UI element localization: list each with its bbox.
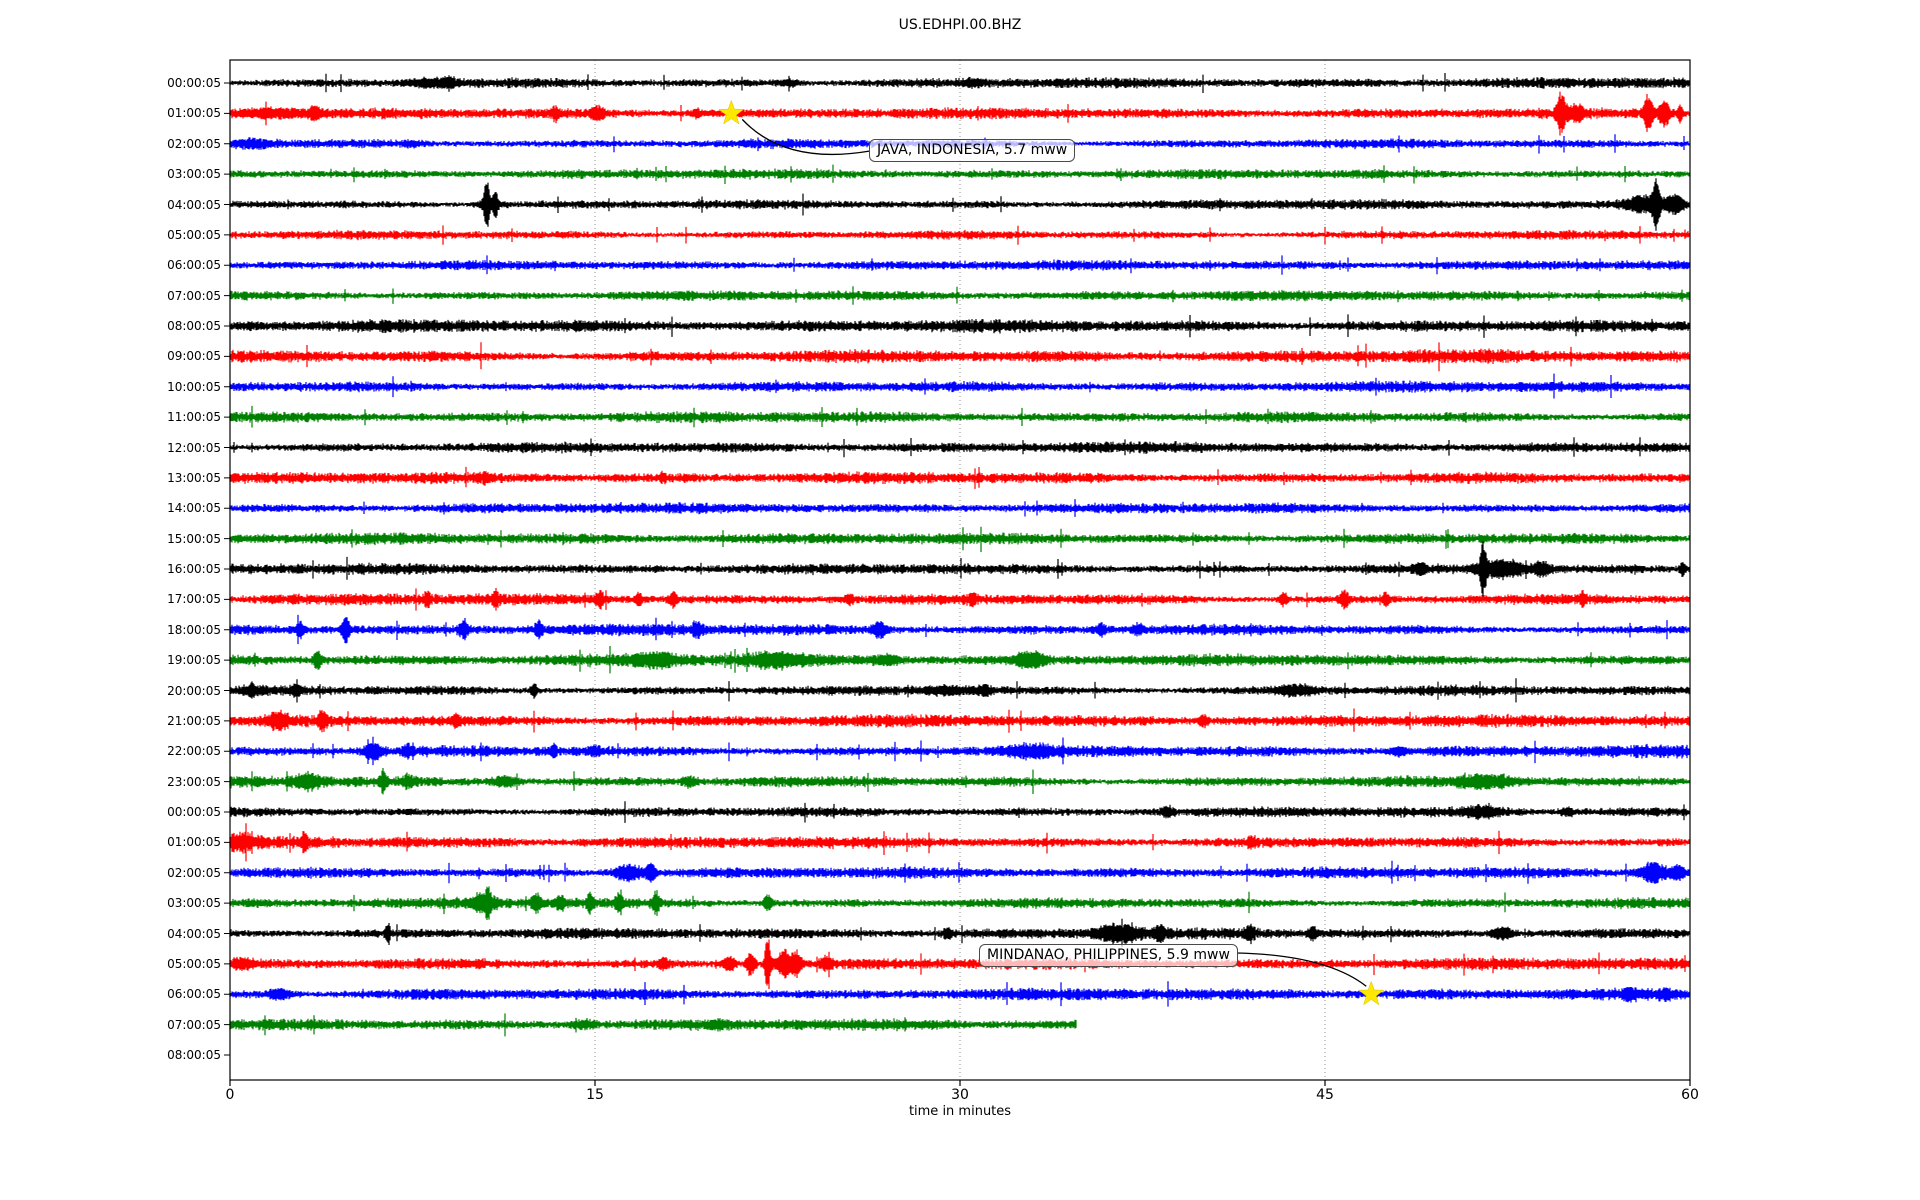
y-tick-label: 06:00:05 xyxy=(167,258,221,273)
y-tick-label: 04:00:05 xyxy=(167,926,221,941)
y-tick-label: 18:00:05 xyxy=(167,622,221,637)
trace-row-1 xyxy=(229,91,1690,136)
y-tick-label: 08:00:05 xyxy=(167,319,221,333)
y-tick-label: 22:00:05 xyxy=(167,744,221,759)
trace-row-20 xyxy=(229,678,1690,703)
trace-row-12 xyxy=(229,437,1690,458)
trace-row-10 xyxy=(229,373,1690,399)
y-tick-label: 06:00:05 xyxy=(167,987,221,1002)
trace-row-11 xyxy=(229,405,1690,428)
y-tick-label: 03:00:05 xyxy=(167,896,221,911)
event-annotation-java: JAVA, INDONESIA, 5.7 mww xyxy=(869,139,1076,162)
y-tick-label: 20:00:05 xyxy=(167,683,221,698)
annotation-arrow-0 xyxy=(741,118,871,156)
y-tick-label: 21:00:05 xyxy=(167,713,221,728)
trace-row-8 xyxy=(229,314,1690,338)
y-tick-label: 07:00:05 xyxy=(167,1017,221,1032)
trace-row-0 xyxy=(229,73,1690,93)
x-tick-label: 0 xyxy=(225,1087,235,1103)
y-tick-label: 13:00:05 xyxy=(167,470,221,485)
trace-row-4 xyxy=(229,178,1690,231)
figure-title: US.EDHPI.00.BHZ xyxy=(898,17,1022,33)
trace-row-21 xyxy=(229,708,1690,733)
y-tick-label: 10:00:05 xyxy=(167,379,221,394)
trace-row-15 xyxy=(229,526,1690,552)
x-tick-label: 60 xyxy=(1681,1087,1699,1103)
trace-row-24 xyxy=(229,801,1690,823)
y-tick-label: 03:00:05 xyxy=(167,167,221,182)
trace-row-28 xyxy=(229,918,1690,947)
y-tick-label: 00:00:05 xyxy=(167,76,221,90)
event-annotation-mindanao: MINDANAO, PHILIPPINES, 5.9 mww xyxy=(979,944,1238,967)
y-tick-label: 09:00:05 xyxy=(167,349,221,364)
y-tick-label: 16:00:05 xyxy=(167,562,221,576)
trace-row-18 xyxy=(229,614,1690,645)
y-tick-label: 17:00:05 xyxy=(167,592,221,607)
y-tick-label: 02:00:05 xyxy=(167,136,221,151)
trace-row-27 xyxy=(229,886,1690,920)
event-star-icon xyxy=(718,99,745,125)
trace-row-25 xyxy=(229,823,1690,862)
y-tick-label: 11:00:05 xyxy=(167,410,221,425)
trace-row-5 xyxy=(229,225,1690,245)
x-tick-label: 15 xyxy=(586,1087,604,1103)
x-axis-title: time in minutes xyxy=(908,1104,1012,1119)
y-tick-label: 14:00:05 xyxy=(167,501,221,516)
trace-row-30 xyxy=(229,981,1690,1007)
annotation-arrow-1 xyxy=(1236,952,1367,987)
y-tick-label: 07:00:05 xyxy=(167,288,221,303)
trace-row-6 xyxy=(229,255,1690,275)
trace-row-22 xyxy=(229,736,1690,766)
trace-row-17 xyxy=(229,588,1690,611)
trace-row-26 xyxy=(229,860,1690,884)
trace-row-29 xyxy=(229,939,1690,989)
trace-row-19 xyxy=(229,646,1690,674)
trace-row-23 xyxy=(229,768,1690,795)
y-tick-label: 02:00:05 xyxy=(167,865,221,880)
y-tick-label: 08:00:05 xyxy=(167,1048,221,1062)
y-tick-label: 05:00:05 xyxy=(167,227,221,242)
y-tick-label: 01:00:05 xyxy=(167,106,221,121)
y-tick-label: 23:00:05 xyxy=(167,774,221,789)
trace-row-9 xyxy=(229,342,1690,372)
y-tick-label: 19:00:05 xyxy=(167,653,221,668)
trace-row-13 xyxy=(229,466,1690,489)
x-tick-label: 30 xyxy=(951,1087,969,1103)
event-star-icon xyxy=(1358,980,1385,1006)
y-tick-label: 04:00:05 xyxy=(167,197,221,212)
y-tick-label: 01:00:05 xyxy=(167,835,221,850)
trace-row-16 xyxy=(229,541,1690,598)
x-tick-label: 45 xyxy=(1316,1087,1334,1103)
y-tick-label: 05:00:05 xyxy=(167,956,221,971)
trace-row-3 xyxy=(229,164,1690,184)
y-tick-label: 12:00:05 xyxy=(167,440,221,455)
trace-row-7 xyxy=(229,286,1690,305)
trace-row-31 xyxy=(229,1013,1077,1037)
y-tick-label: 00:00:05 xyxy=(167,805,221,819)
y-tick-label: 15:00:05 xyxy=(167,531,221,546)
trace-row-14 xyxy=(229,499,1690,517)
